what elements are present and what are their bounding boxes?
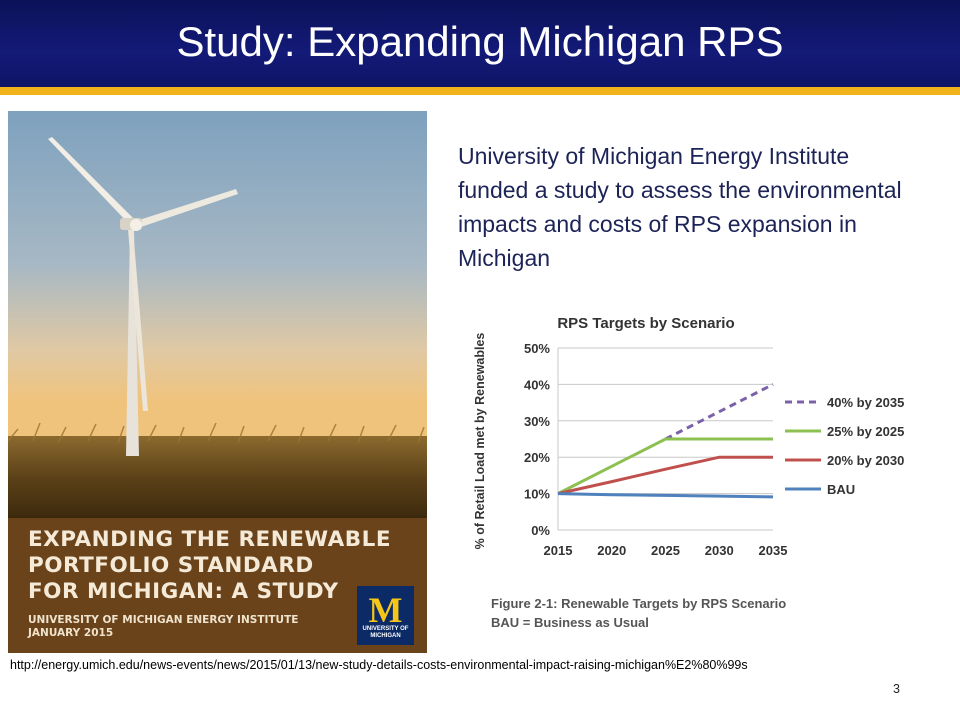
y-tick-label: 10% <box>524 487 550 502</box>
university-of-michigan-logo: M UNIVERSITY OF MICHIGAN <box>357 586 414 645</box>
series-line-1 <box>557 437 773 495</box>
y-tick-label: 40% <box>524 377 550 392</box>
header-accent-stripe <box>0 87 960 95</box>
x-tick-label: 2025 <box>651 543 680 558</box>
chart-caption-line-1: Figure 2-1: Renewable Targets by RPS Sce… <box>491 596 786 611</box>
series-line-3 <box>557 492 774 499</box>
y-tick-label: 30% <box>524 414 550 429</box>
legend-label: 25% by 2025 <box>827 424 904 439</box>
series-line-2 <box>557 455 773 496</box>
y-tick-label: 0% <box>531 523 550 538</box>
legend-label: 20% by 2030 <box>827 453 904 468</box>
report-cover-image: EXPANDING THE RENEWABLE PORTFOLIO STANDA… <box>8 111 427 653</box>
rps-chart-svg: RPS Targets by Scenario % of Retail Load… <box>473 315 904 630</box>
wind-turbine-photo <box>8 111 427 521</box>
cover-subtitle: UNIVERSITY OF MICHIGAN ENERGY INSTITUTE … <box>28 614 299 639</box>
x-tick-label: 2015 <box>544 543 573 558</box>
y-tick-label: 20% <box>524 450 550 465</box>
page-number: 3 <box>893 682 900 696</box>
chart-title: RPS Targets by Scenario <box>557 315 734 332</box>
chart-caption-line-2: BAU = Business as Usual <box>491 615 649 630</box>
slide-header: Study: Expanding Michigan RPS <box>0 0 960 95</box>
study-description: University of Michigan Energy Institute … <box>458 143 902 271</box>
x-tick-label: 2035 <box>759 543 788 558</box>
slide-title: Study: Expanding Michigan RPS <box>176 18 784 65</box>
legend-label: BAU <box>827 482 855 497</box>
cover-title: EXPANDING THE RENEWABLE PORTFOLIO STANDA… <box>28 527 392 604</box>
rps-targets-chart: RPS Targets by Scenario % of Retail Load… <box>455 301 935 641</box>
series-line-0 <box>664 383 774 441</box>
x-tick-label: 2030 <box>705 543 734 558</box>
source-link[interactable]: http://energy.umich.edu/news-events/news… <box>10 658 748 672</box>
legend-label: 40% by 2035 <box>827 395 904 410</box>
x-tick-label: 2020 <box>597 543 626 558</box>
y-axis-label: % of Retail Load met by Renewables <box>473 333 487 550</box>
y-tick-label: 50% <box>524 341 550 356</box>
